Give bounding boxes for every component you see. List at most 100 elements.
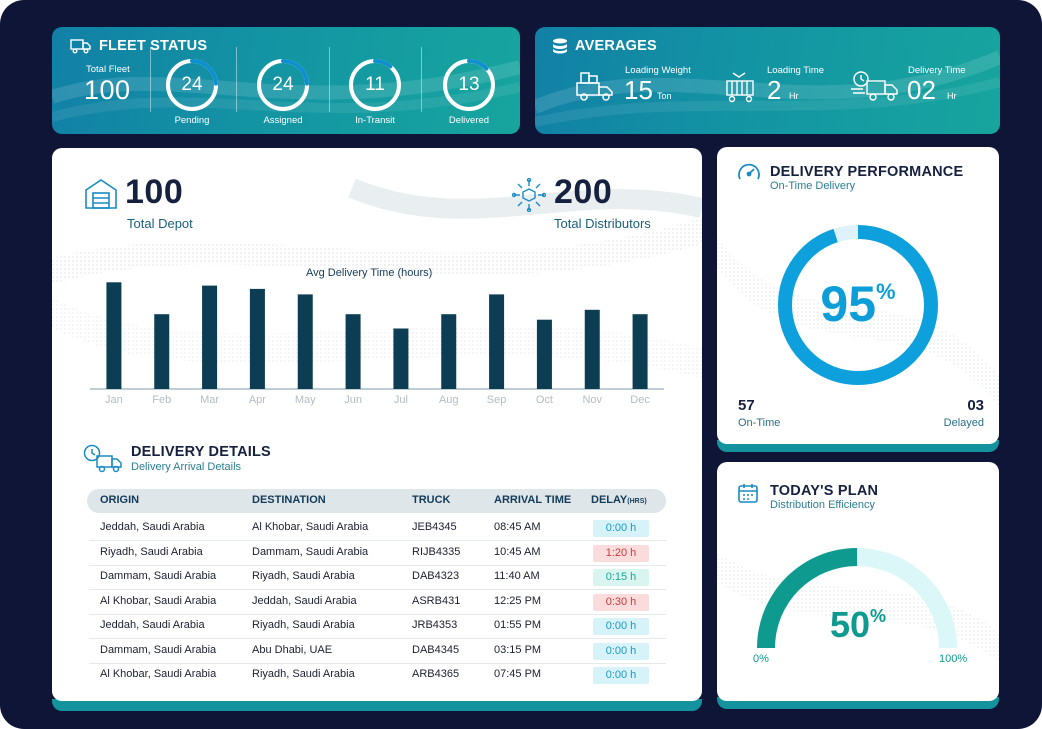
bar-sep — [489, 294, 505, 389]
cell-origin: Riyadh, Saudi Arabia — [100, 545, 203, 558]
col-delay: DELAY(HRS) — [591, 494, 647, 506]
month-label-mar: Mar — [200, 394, 220, 406]
cell-destination: Dammam, Saudi Arabia — [252, 545, 369, 558]
delivery-performance-card: DELIVERY PERFORMANCE On-Time Delivery 95… — [717, 147, 999, 444]
averages-card: AVERAGES Loading Weight 15 Ton Loading T… — [535, 27, 1000, 134]
cell-arrival: 07:45 PM — [494, 668, 542, 680]
loading-time-value: 2 — [767, 75, 782, 105]
fleet-truck-icon — [70, 38, 92, 59]
cell-destination: Riyadh, Saudi Arabia — [252, 570, 355, 582]
ring-assigned: 24 — [255, 57, 311, 113]
cell-origin: Jeddah, Saudi Arabia — [100, 619, 205, 631]
total-fleet-label: Total Fleet — [86, 64, 130, 75]
bar-mar — [202, 285, 218, 389]
cell-arrival: 11:40 AM — [494, 570, 540, 582]
delay-badge: 0:00 h — [593, 520, 649, 537]
calendar-icon — [737, 482, 759, 509]
delay-badge: 0:00 h — [593, 618, 649, 635]
in-transit-label: In-Transit — [355, 115, 395, 126]
cell-truck: ASRB431 — [412, 594, 461, 607]
truck-boxes-icon — [575, 69, 615, 108]
month-label-feb: Feb — [152, 394, 172, 406]
cell-arrival: 10:45 AM — [494, 545, 541, 558]
cell-truck: ARB4365 — [412, 668, 460, 680]
bar-jul — [393, 328, 409, 389]
bar-nov — [584, 309, 600, 389]
delayed-label: Delayed — [943, 417, 984, 429]
bar-jun — [345, 314, 361, 389]
col-delay-unit: (HRS) — [627, 498, 647, 505]
delivery-performance-subtitle: On-Time Delivery — [770, 180, 856, 192]
delay-badge: 0:15 h — [593, 569, 649, 586]
bar-dec — [632, 314, 648, 389]
delay-badge: 0:00 h — [593, 667, 649, 684]
month-label-oct: Oct — [535, 394, 553, 406]
delivery-time-value: 02 — [907, 75, 936, 105]
total-distributors-value: 200 — [554, 173, 613, 211]
loading-weight-label: Loading Weight — [625, 65, 691, 76]
delivery-details-title: DELIVERY DETAILS — [131, 444, 271, 460]
cell-arrival: 03:15 PM — [494, 643, 542, 656]
cell-truck: RIJB4335 — [412, 545, 461, 558]
divider — [329, 47, 330, 112]
month-label-dec: Dec — [630, 394, 650, 406]
on-time-count: 57 — [738, 397, 755, 414]
delivered-value: 13 — [458, 74, 480, 95]
cell-origin: Jeddah, Saudi Arabia — [100, 521, 205, 533]
col-delay-label: DELAY — [591, 494, 628, 506]
bar-may — [297, 294, 313, 389]
row-divider — [89, 638, 666, 639]
assigned-value: 24 — [272, 74, 294, 95]
cell-truck: DAB4323 — [412, 570, 460, 582]
cell-truck: JEB4345 — [412, 521, 457, 533]
in-transit-value: 11 — [365, 74, 385, 95]
table-header — [87, 489, 666, 513]
database-icon — [552, 38, 568, 59]
bar-apr — [249, 288, 265, 389]
on-time-percent-sign: % — [876, 279, 896, 304]
on-time-label: On-Time — [738, 417, 781, 429]
col-destination: DESTINATION — [252, 494, 326, 506]
col-arrival-time: ARRIVAL TIME — [494, 494, 572, 506]
fleet-status-card: FLEET STATUS Total Fleet 100 24 Pending … — [52, 27, 520, 134]
delayed-count: 03 — [967, 397, 984, 414]
total-depot-value: 100 — [125, 173, 184, 211]
efficiency-percent-value: 50 — [829, 604, 871, 645]
delivery-performance-title: DELIVERY PERFORMANCE — [770, 164, 964, 180]
loading-weight-value: 15 — [624, 75, 653, 105]
delivery-time-label: Delivery Time — [908, 65, 966, 76]
cell-arrival: 12:25 PM — [494, 594, 542, 607]
on-time-donut — [778, 225, 938, 385]
cell-arrival: 08:45 AM — [494, 521, 541, 533]
delay-badge: 1:20 h — [593, 544, 649, 562]
row-divider — [89, 662, 666, 664]
cell-truck: JRB4353 — [412, 619, 458, 631]
delay-badge: 0:30 h — [593, 593, 649, 611]
cell-arrival: 01:55 PM — [494, 619, 542, 631]
row-divider — [89, 564, 666, 566]
todays-plan-title: TODAY'S PLAN — [770, 483, 879, 499]
divider — [236, 47, 237, 112]
speedometer-icon — [737, 162, 761, 187]
cell-origin: Al Khobar, Saudi Arabia — [100, 594, 217, 607]
month-label-aug: Aug — [438, 394, 459, 406]
ring-delivered: 13 — [441, 57, 497, 113]
col-origin: ORIGIN — [100, 494, 140, 506]
on-time-percent-value: 95 — [820, 276, 877, 332]
month-label-may: May — [294, 394, 316, 406]
card-shadow — [52, 699, 702, 711]
total-fleet-value: 100 — [84, 75, 131, 105]
pending-value: 24 — [181, 74, 203, 95]
on-time-percent: 95% — [717, 275, 999, 333]
gauge-max-label: 100% — [939, 653, 968, 665]
cell-destination: Al Khobar, Saudi Arabia — [252, 521, 369, 533]
bar-oct — [536, 319, 552, 389]
ring-pending: 24 — [164, 57, 220, 113]
cell-origin: Al Khobar, Saudi Arabia — [100, 668, 217, 680]
delay-badge: 0:00 h — [593, 642, 649, 660]
warehouse-icon — [84, 178, 118, 215]
delivery-clock-truck-icon — [83, 444, 123, 479]
fast-delivery-icon — [849, 69, 901, 108]
row-divider — [89, 613, 666, 615]
ring-in-transit: 11 — [347, 57, 403, 113]
